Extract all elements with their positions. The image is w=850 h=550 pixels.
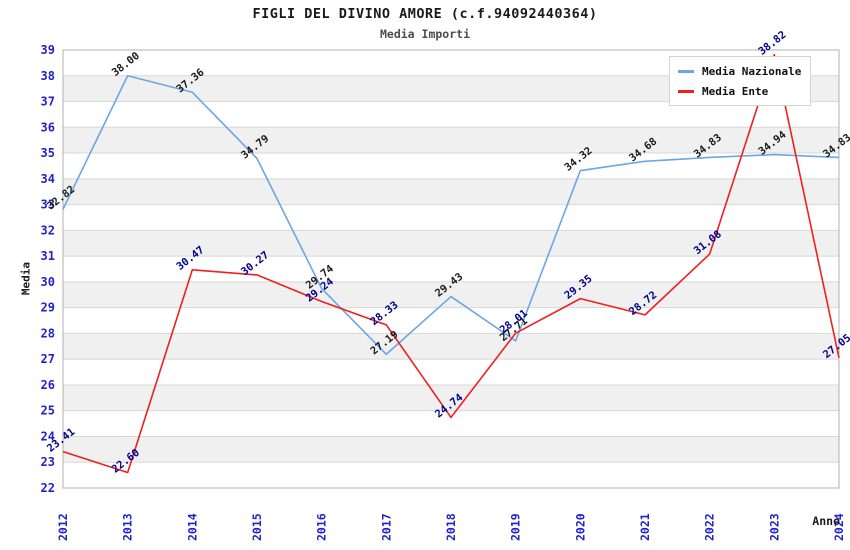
legend: Media Nazionale Media Ente bbox=[669, 56, 811, 106]
series-line-nazionale bbox=[62, 74, 840, 356]
y-tick-label: 27 bbox=[41, 352, 55, 366]
x-tick-label: 2024 bbox=[832, 513, 846, 541]
legend-label-ente: Media Ente bbox=[702, 84, 769, 98]
y-tick-label: 30 bbox=[41, 275, 55, 289]
plot-band bbox=[63, 410, 839, 437]
nazionale-line-swatch-icon bbox=[678, 69, 694, 73]
x-axis-title: Anno bbox=[812, 514, 840, 528]
plot-band bbox=[63, 333, 839, 360]
x-tick-label: 2023 bbox=[767, 513, 781, 541]
plot-band bbox=[63, 384, 839, 411]
x-tick-label: 2016 bbox=[315, 513, 329, 541]
y-tick-label: 37 bbox=[41, 95, 55, 109]
y-tick-label: 32 bbox=[41, 223, 55, 237]
x-tick-label: 2020 bbox=[573, 513, 587, 541]
plot-band bbox=[63, 436, 839, 463]
x-tick-label: 2017 bbox=[379, 513, 393, 541]
y-tick-label: 33 bbox=[41, 198, 55, 212]
y-tick-label: 39 bbox=[41, 43, 55, 57]
y-axis-title: Media bbox=[19, 261, 33, 296]
plot-band bbox=[63, 307, 839, 334]
legend-label-nazionale: Media Nazionale bbox=[702, 64, 802, 78]
chart-title: FIGLI DEL DIVINO AMORE (c.f.94092440364) bbox=[252, 6, 598, 22]
plot-band bbox=[63, 178, 839, 205]
y-tick-label: 28 bbox=[41, 326, 55, 340]
plot-band bbox=[63, 127, 839, 154]
y-tick-label: 26 bbox=[41, 378, 55, 392]
y-tick-label: 35 bbox=[41, 146, 55, 160]
series-line-ente bbox=[62, 53, 840, 474]
x-tick-label: 2018 bbox=[444, 513, 458, 541]
y-tick-label: 29 bbox=[41, 301, 55, 315]
y-tick-label: 22 bbox=[41, 481, 55, 495]
y-tick-label: 23 bbox=[41, 455, 55, 469]
y-tick-label: 24 bbox=[41, 429, 55, 443]
x-tick-label: 2021 bbox=[638, 513, 652, 541]
ente-line-swatch-icon bbox=[678, 89, 694, 93]
plot-band bbox=[63, 359, 839, 385]
y-tick-label: 34 bbox=[41, 172, 55, 186]
x-tick-label: 2013 bbox=[121, 513, 135, 541]
y-tick-label: 38 bbox=[41, 69, 55, 83]
plot-band bbox=[63, 281, 839, 308]
y-tick-label: 31 bbox=[41, 249, 55, 263]
legend-item-ente: Media Ente bbox=[678, 81, 802, 101]
y-tick-label: 36 bbox=[41, 120, 55, 134]
plot-band bbox=[63, 462, 839, 488]
x-tick-label: 2022 bbox=[703, 513, 717, 541]
x-tick-label: 2012 bbox=[56, 513, 70, 541]
plot-border bbox=[62, 49, 840, 489]
x-tick-label: 2019 bbox=[509, 513, 523, 541]
chart-subtitle: Media Importi bbox=[379, 27, 470, 41]
plot-band bbox=[63, 204, 839, 231]
plot-band bbox=[63, 230, 839, 257]
x-tick-label: 2015 bbox=[250, 513, 264, 541]
x-tick-label: 2014 bbox=[185, 513, 199, 541]
legend-item-nazionale: Media Nazionale bbox=[678, 61, 802, 81]
y-tick-label: 25 bbox=[41, 404, 55, 418]
